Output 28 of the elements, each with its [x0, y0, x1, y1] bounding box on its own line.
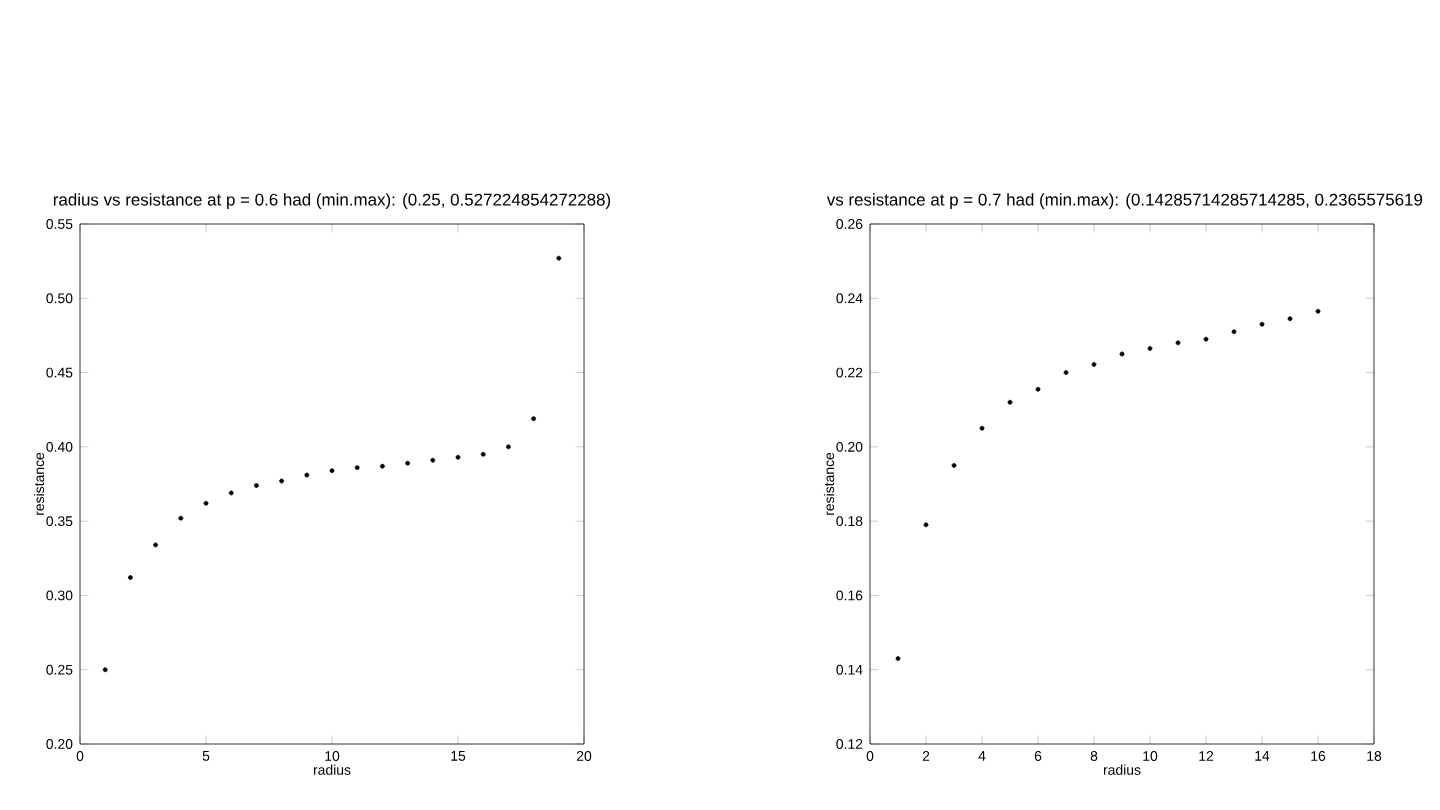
point: [354, 465, 360, 471]
point: [329, 468, 335, 474]
point: [1231, 329, 1237, 335]
point: [1007, 399, 1013, 405]
point: [455, 454, 461, 460]
chart-title: vs resistance at p = 0.7 had (min.max): (0.14285714285714285, 0.2365575619: [826, 193, 1423, 209]
point: [1315, 308, 1321, 314]
point: [556, 255, 562, 261]
point: [228, 490, 234, 496]
point: [1287, 316, 1293, 322]
point: [304, 472, 310, 478]
point: [178, 515, 184, 521]
point: [153, 542, 159, 548]
chart-title: radius vs resistance at p = 0.6 had (min.max): (0.25, 0.527224854272288): [53, 193, 611, 209]
point: [1203, 336, 1209, 342]
point: [480, 451, 486, 457]
point: [1119, 351, 1125, 357]
point: [923, 522, 929, 528]
point: [1035, 386, 1041, 392]
point: [1259, 321, 1265, 327]
point: [203, 500, 209, 506]
point: [979, 425, 985, 431]
point: [1175, 340, 1181, 346]
point: [405, 460, 411, 466]
point: [531, 416, 537, 422]
point: [430, 457, 436, 463]
point: [279, 478, 285, 484]
point: [102, 667, 108, 673]
